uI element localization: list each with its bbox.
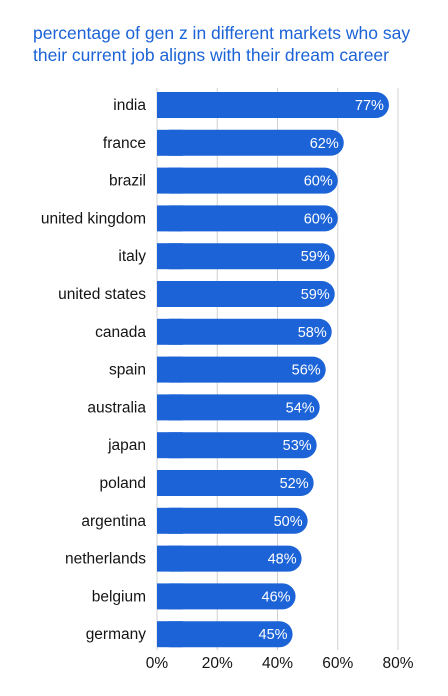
x-tick-label: 20% [202,655,233,672]
value-label: 54% [286,400,315,416]
category-label: argentina [81,513,146,530]
bar-united-kingdom [157,205,338,232]
category-label: spain [109,362,146,379]
x-tick-label: 80% [382,655,413,672]
bar-base-italy [157,243,183,270]
value-label: 56% [292,363,321,379]
bar-argentina [157,507,308,534]
bar-france [157,129,344,156]
bar-base-poland [157,470,183,496]
bar-poland [157,470,314,496]
bar-base-brazil [157,167,183,194]
category-label: united kingdom [41,210,146,227]
value-label: 48% [268,552,297,568]
value-label: 59% [301,249,330,265]
bar-australia [157,394,320,421]
bar-base-united-kingdom [157,205,183,232]
bar-netherlands [157,545,302,572]
value-label: 52% [280,476,309,492]
bar-base-canada [157,318,183,345]
category-label: brazil [109,173,146,190]
bar-belgium [157,583,296,610]
category-label: japan [107,437,146,454]
bar-spain [157,356,326,383]
value-label: 50% [274,514,303,530]
value-label: 60% [304,211,333,227]
category-label: belgium [92,588,146,605]
value-label: 60% [304,174,333,190]
category-label: united states [58,286,146,303]
x-tick-label: 60% [322,655,353,672]
bar-base-belgium [157,583,183,610]
chart-title: percentage of gen z in different markets… [33,22,433,66]
bar-united-states [157,281,335,307]
category-label: italy [118,248,146,265]
value-label: 59% [301,287,330,303]
value-label: 77% [355,98,384,114]
category-label: poland [99,475,146,492]
bar-base-france [157,129,183,156]
bar-base-netherlands [157,545,183,572]
bar-base-australia [157,394,183,421]
value-label: 62% [310,136,339,152]
chart-title-line-2: their current job aligns with their drea… [33,45,389,65]
category-label: australia [87,399,146,416]
x-tick-label: 0% [146,655,169,672]
bar-japan [157,432,317,459]
value-label: 58% [298,325,327,341]
x-tick-label: 40% [262,655,293,672]
value-label: 53% [283,438,312,454]
chart-title-line-1: percentage of gen z in different markets… [33,23,411,43]
category-label: india [113,97,146,114]
bar-base-japan [157,432,183,459]
bar-base-argentina [157,507,183,534]
bar-base-india [157,92,183,118]
value-label: 46% [262,589,291,605]
category-label: netherlands [65,551,146,568]
bar-canada [157,318,332,345]
bar-italy [157,243,335,270]
bar-base-spain [157,356,183,383]
bar-germany [157,621,293,648]
category-label: canada [95,324,146,341]
category-label: france [103,135,146,152]
bar-india [157,92,389,118]
bar-base-united-states [157,281,183,307]
bar-brazil [157,167,338,194]
bar-base-germany [157,621,183,648]
value-label: 45% [259,627,288,643]
category-label: germany [86,626,147,643]
